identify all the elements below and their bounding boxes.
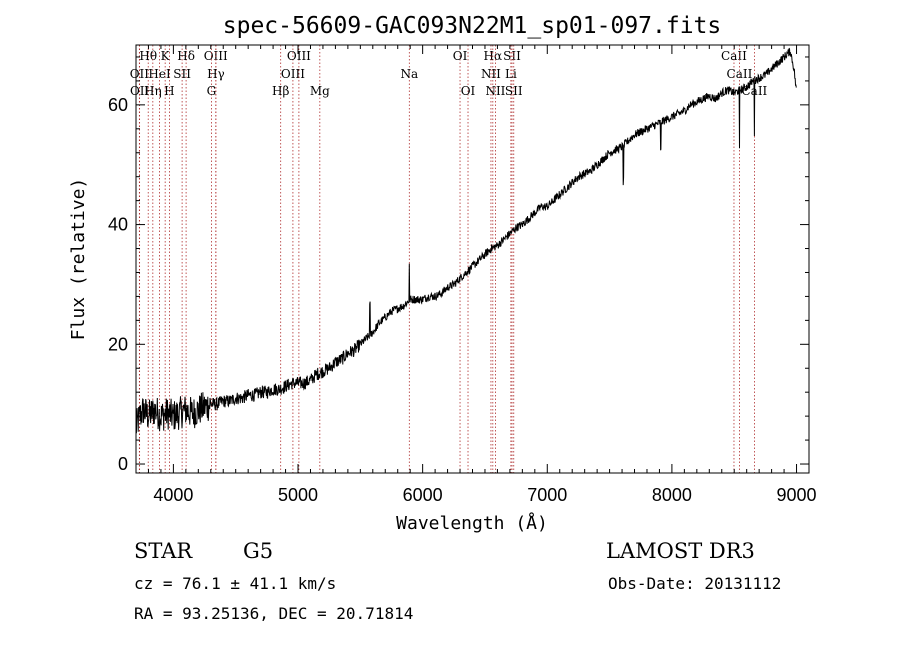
observation-date: Obs-Date: 20131112 [608, 574, 782, 593]
spectral-line-label-21: NII [485, 84, 505, 98]
spectral-line-label-16: Na [400, 67, 418, 81]
y-axis-label: Flux (relative) [68, 178, 89, 341]
x-axis: 4000 5000 6000 7000 8000 9000 [147, 45, 817, 505]
spectral-line-label-2: OII [130, 84, 150, 98]
spectral-line-label-8: Hδ [177, 49, 195, 63]
spectral-line-label-4: HeI [148, 67, 171, 81]
spectral-line-label-24: SII [505, 84, 523, 98]
spectral-line-label-23: Li [505, 67, 517, 81]
spectral-line-label-11: G [207, 84, 217, 98]
x-tick-label-5000: 5000 [278, 485, 318, 505]
x-tick-label-9000: 9000 [777, 485, 817, 505]
redshift-velocity: cz = 76.1 ± 41.1 km/s [134, 574, 337, 593]
spectral-line-label-12: Hβ [272, 84, 289, 98]
subclass: G5 [243, 539, 274, 563]
spectral-line-label-10: Hγ [207, 67, 225, 81]
spectral-line-label-5: K [161, 49, 171, 63]
spectral-line-label-25: CaII [721, 49, 747, 63]
spectral-line-label-18: OI [461, 84, 476, 98]
y-tick-label-40: 40 [108, 215, 128, 235]
spectral-line-label-3: Hη [144, 84, 162, 98]
x-tick-label-7000: 7000 [527, 485, 567, 505]
spectrum-line [135, 47, 797, 434]
spectral-line-label-26: CaII [727, 67, 753, 81]
y-tick-label-60: 60 [108, 95, 128, 115]
spectral-line-label-15: Mg [310, 84, 330, 98]
spectral-line-label-22: SII [503, 49, 521, 63]
x-tick-label-4000: 4000 [153, 485, 193, 505]
y-tick-label-0: 0 [118, 454, 128, 474]
x-axis-label: Wavelength (Å) [396, 512, 548, 534]
spectral-line-label-14: OIII [287, 49, 311, 63]
spectral-line-label-0: Hθ [139, 49, 157, 63]
spectral-line-label-13: OIII [281, 67, 305, 81]
x-tick-label-8000: 8000 [652, 485, 692, 505]
spectrum-series [135, 47, 797, 434]
y-axis: 0 20 40 60 [108, 56, 809, 474]
object-type: STAR [134, 539, 193, 563]
chart-title: spec-56609-GAC093N22M1_sp01-097.fits [223, 13, 722, 39]
spectral-line-label-7: SII [173, 67, 191, 81]
spectral-line-label-19: Hα [484, 49, 503, 63]
plot-frame [135, 44, 810, 474]
spectral-line-label-20: NII [481, 67, 501, 81]
survey-name: LAMOST DR3 [606, 539, 755, 563]
x-tick-label-6000: 6000 [403, 485, 443, 505]
spectral-line-label-6: H [164, 84, 174, 98]
y-tick-label-20: 20 [108, 334, 128, 354]
coordinates: RA = 93.25136, DEC = 20.71814 [134, 604, 414, 623]
spectral-line-label-17: OI [453, 49, 468, 63]
